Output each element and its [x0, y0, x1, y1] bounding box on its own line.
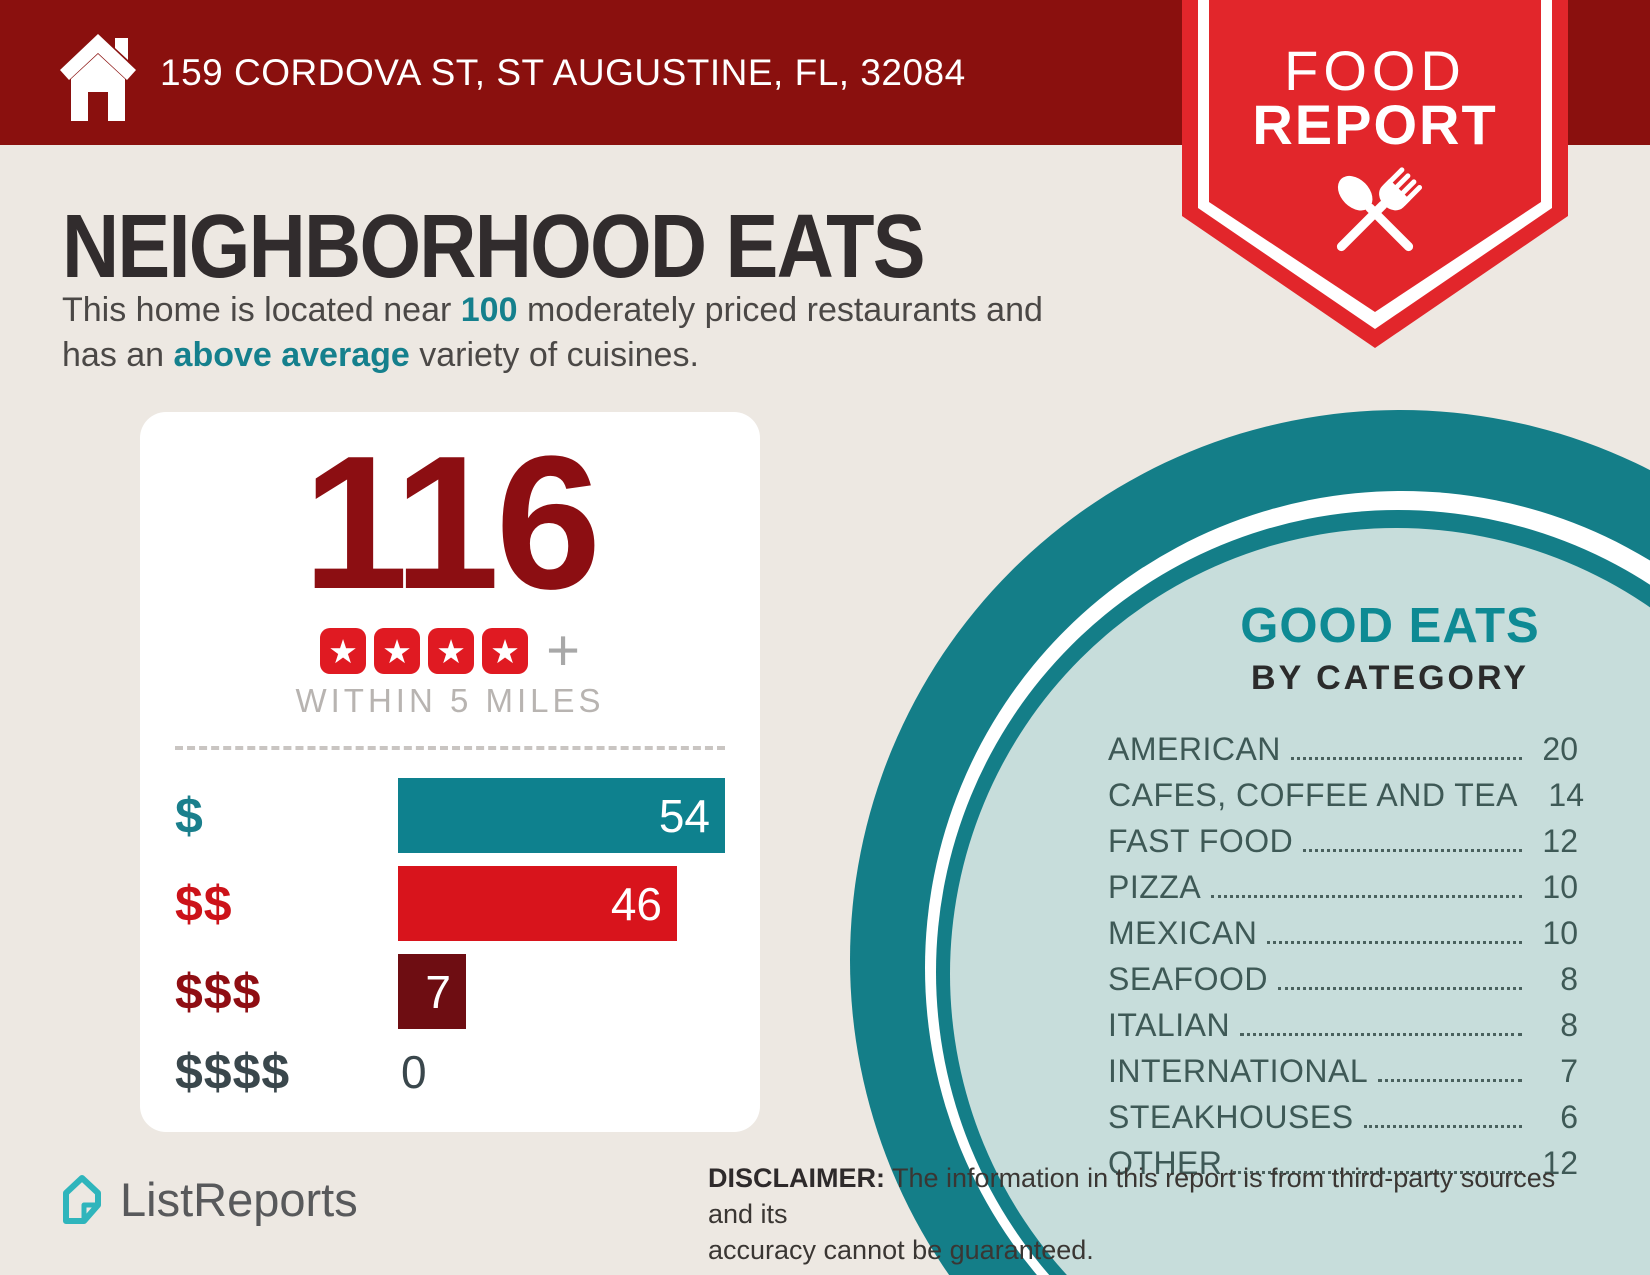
category-row: MEXICAN 10 [1108, 906, 1578, 952]
category-value: 10 [1542, 869, 1578, 905]
radius-label: WITHIN 5 MILES [295, 682, 605, 719]
price-level-label: $$$$ [175, 1044, 291, 1100]
price-level-label: $ [175, 787, 204, 844]
category-row: OTHER 12 [1108, 1136, 1578, 1182]
category-row: ITALIAN 8 [1108, 998, 1578, 1044]
category-label: ITALIAN [1108, 1007, 1231, 1043]
disclaimer-line-2: accuracy cannot be guaranteed. [708, 1235, 1094, 1265]
price-row: $$$ 7 [175, 954, 725, 1029]
category-label: PIZZA [1108, 869, 1202, 905]
category-row: STEAKHOUSES 6 [1108, 1090, 1578, 1136]
category-value: 20 [1542, 731, 1578, 767]
dotted-leader [1232, 1171, 1522, 1174]
good-eats-subtitle: BY CATEGORY [1251, 659, 1529, 697]
category-value: 10 [1542, 915, 1578, 951]
category-row: PIZZA 10 [1108, 860, 1578, 906]
good-eats-title: GOOD EATS [1240, 599, 1540, 653]
intro-line-2: has an above average variety of cuisines… [62, 336, 699, 374]
good-eats-heading: GOOD EATS BY CATEGORY [1180, 598, 1600, 698]
dotted-leader [1211, 895, 1522, 898]
spoon-fork-icon [1315, 158, 1435, 278]
dotted-leader [1303, 849, 1522, 852]
listreports-house-icon [63, 1174, 101, 1224]
category-label: STEAKHOUSES [1108, 1099, 1354, 1135]
category-row: INTERNATIONAL 7 [1108, 1044, 1578, 1090]
disclaimer-label: DISCLAIMER: [708, 1163, 885, 1193]
category-value: 6 [1560, 1099, 1578, 1135]
page-title: NEIGHBORHOOD EATS [62, 197, 926, 297]
price-level-label: $$ [175, 875, 233, 932]
dashed-divider [175, 746, 725, 750]
star-icon: ★ [428, 628, 475, 674]
price-level-bar-chart: $54 $$ 46 $$$ 7 $$$$ 0 [175, 778, 725, 1102]
price-row: $$$$ 0 [175, 1042, 725, 1102]
plus-icon: + [546, 618, 580, 683]
restaurant-summary-card: 116 ★ ★ ★ ★ + WITHIN 5 MILES $54 $$ 46 $$$ 7 $$$$… [140, 412, 760, 1132]
bar-area: 0 [398, 1035, 725, 1110]
listreports-logo: ListReports [58, 1172, 358, 1227]
category-label: OTHER [1108, 1145, 1223, 1181]
disclaimer: DISCLAIMER: The information in this repo… [708, 1160, 1568, 1268]
ribbon-banner-shape [1182, 0, 1568, 348]
listreports-wordmark: ListReports [120, 1173, 358, 1226]
dotted-leader [1277, 987, 1522, 990]
price-bar: 54 [398, 778, 725, 853]
dotted-leader [1378, 1079, 1522, 1082]
category-row: FAST FOOD 12 [1108, 814, 1578, 860]
ribbon-title-report: REPORT [1252, 93, 1498, 156]
category-label: CAFES, COFFEE AND TEA [1108, 777, 1518, 813]
category-label: AMERICAN [1108, 731, 1281, 767]
category-label: INTERNATIONAL [1108, 1053, 1369, 1089]
price-zero-value: 0 [401, 1046, 427, 1098]
ribbon-title-food: FOOD [1284, 39, 1466, 102]
home-icon [58, 26, 138, 126]
dotted-leader [1290, 757, 1522, 760]
bar-area: 54 [398, 778, 725, 853]
category-value: 8 [1560, 1007, 1578, 1043]
category-list: AMERICAN 20 CAFES, COFFEE AND TEA 14 FAST FO… [1108, 722, 1584, 1182]
food-report-ribbon: FOOD REPORT [1182, 0, 1568, 352]
category-value: 7 [1560, 1053, 1578, 1089]
price-row: $$ 46 [175, 866, 725, 941]
category-label: SEAFOOD [1108, 961, 1268, 997]
category-label: FAST FOOD [1108, 823, 1294, 859]
bar-area: 46 [398, 866, 725, 941]
category-label: MEXICAN [1108, 915, 1258, 951]
category-value: 12 [1542, 823, 1578, 859]
dotted-leader [1363, 1125, 1522, 1128]
price-bar: 46 [398, 866, 677, 941]
category-row: AMERICAN 20 [1108, 722, 1578, 768]
dotted-leader [1240, 1033, 1522, 1036]
category-value: 14 [1548, 777, 1584, 813]
category-value: 12 [1542, 1145, 1578, 1181]
disclaimer-line-1: DISCLAIMER: The information in this repo… [708, 1163, 1556, 1229]
restaurant-count-highlight: 100 [460, 291, 518, 329]
price-level-label: $$$ [175, 963, 262, 1020]
price-bar: 7 [398, 954, 466, 1029]
star-icon: ★ [320, 628, 367, 674]
intro-line-1: This home is located near 100 moderately… [62, 291, 1043, 329]
star-icon: ★ [374, 628, 421, 674]
variety-highlight: above average [173, 336, 410, 374]
category-row: CAFES, COFFEE AND TEA 14 [1108, 768, 1584, 814]
price-row: $54 [175, 778, 725, 853]
category-value: 8 [1560, 961, 1578, 997]
ribbon-title: FOOD REPORT [1182, 39, 1568, 156]
restaurant-count: 116 [302, 417, 602, 629]
star-rating: ★ ★ ★ ★ + [140, 618, 760, 683]
intro-text: This home is located near 100 moderately… [62, 288, 1172, 378]
property-address: 159 CORDOVA ST, ST AUGUSTINE, FL, 32084 [160, 52, 966, 93]
bar-area: 7 [398, 954, 725, 1029]
dotted-leader [1267, 941, 1522, 944]
category-row: SEAFOOD 8 [1108, 952, 1578, 998]
star-icon: ★ [482, 628, 529, 674]
